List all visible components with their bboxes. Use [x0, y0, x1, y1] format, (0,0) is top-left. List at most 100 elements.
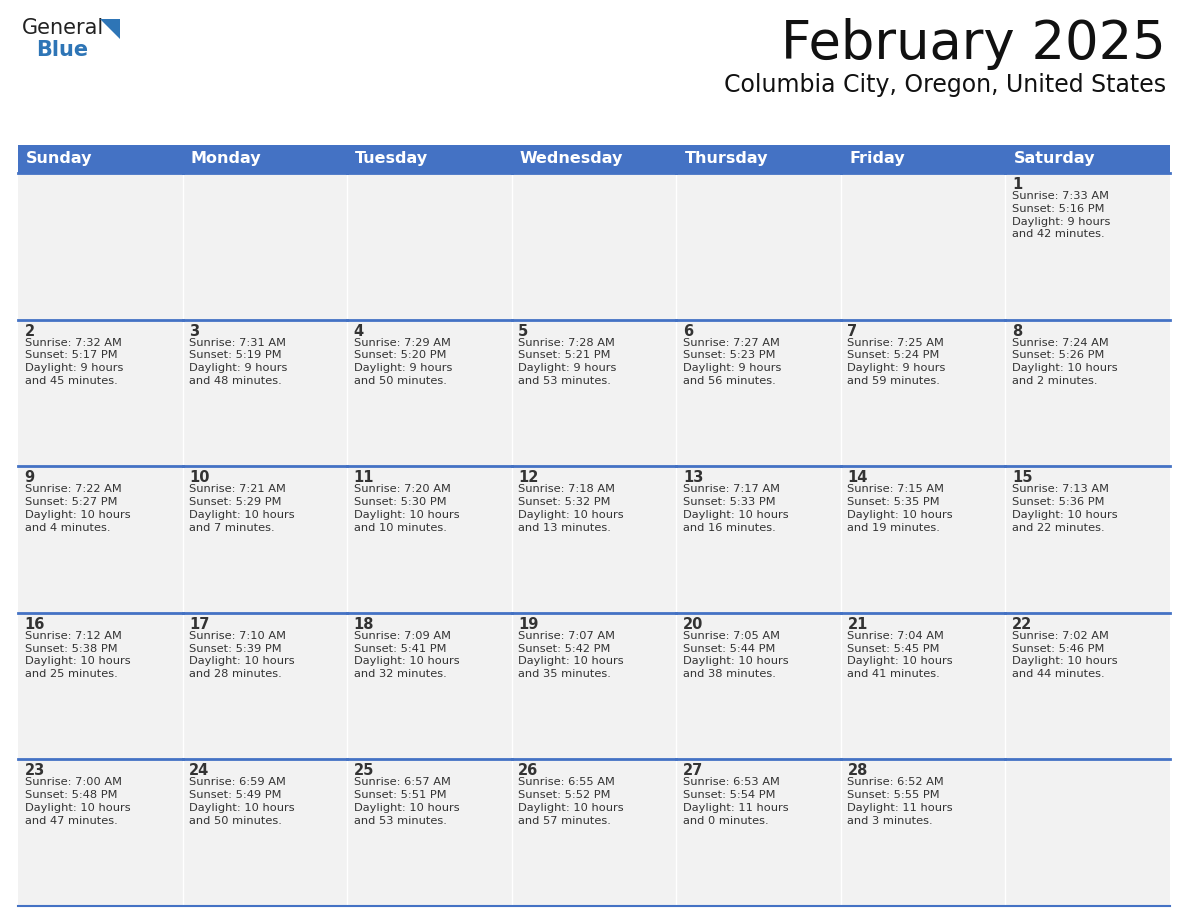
Text: 10: 10: [189, 470, 209, 486]
Text: Tuesday: Tuesday: [355, 151, 429, 166]
Text: Sunrise: 7:22 AM
Sunset: 5:27 PM
Daylight: 10 hours
and 4 minutes.: Sunrise: 7:22 AM Sunset: 5:27 PM Dayligh…: [25, 484, 131, 532]
Text: 14: 14: [847, 470, 867, 486]
Text: 7: 7: [847, 324, 858, 339]
Text: Sunrise: 7:07 AM
Sunset: 5:42 PM
Daylight: 10 hours
and 35 minutes.: Sunrise: 7:07 AM Sunset: 5:42 PM Dayligh…: [518, 631, 624, 679]
Bar: [347, 173, 512, 319]
Text: Sunrise: 6:52 AM
Sunset: 5:55 PM
Daylight: 11 hours
and 3 minutes.: Sunrise: 6:52 AM Sunset: 5:55 PM Dayligh…: [847, 778, 953, 826]
Text: 22: 22: [1012, 617, 1032, 632]
Text: Sunrise: 7:18 AM
Sunset: 5:32 PM
Daylight: 10 hours
and 13 minutes.: Sunrise: 7:18 AM Sunset: 5:32 PM Dayligh…: [518, 484, 624, 532]
Text: 13: 13: [683, 470, 703, 486]
Text: Sunrise: 7:02 AM
Sunset: 5:46 PM
Daylight: 10 hours
and 44 minutes.: Sunrise: 7:02 AM Sunset: 5:46 PM Dayligh…: [1012, 631, 1118, 679]
Text: Sunrise: 7:25 AM
Sunset: 5:24 PM
Daylight: 9 hours
and 59 minutes.: Sunrise: 7:25 AM Sunset: 5:24 PM Dayligh…: [847, 338, 946, 386]
Text: 4: 4: [354, 324, 364, 339]
Text: Monday: Monday: [191, 151, 261, 166]
Text: Blue: Blue: [36, 40, 88, 60]
Bar: [18, 145, 1170, 173]
Bar: [1005, 319, 1170, 466]
Bar: [1005, 759, 1170, 906]
Bar: [512, 173, 676, 319]
Bar: [841, 759, 1005, 906]
Bar: [183, 319, 347, 466]
Text: Sunrise: 7:10 AM
Sunset: 5:39 PM
Daylight: 10 hours
and 28 minutes.: Sunrise: 7:10 AM Sunset: 5:39 PM Dayligh…: [189, 631, 295, 679]
Bar: [18, 173, 183, 319]
Bar: [1005, 466, 1170, 613]
Text: 8: 8: [1012, 324, 1022, 339]
Text: Sunrise: 7:13 AM
Sunset: 5:36 PM
Daylight: 10 hours
and 22 minutes.: Sunrise: 7:13 AM Sunset: 5:36 PM Dayligh…: [1012, 484, 1118, 532]
Text: Sunrise: 7:17 AM
Sunset: 5:33 PM
Daylight: 10 hours
and 16 minutes.: Sunrise: 7:17 AM Sunset: 5:33 PM Dayligh…: [683, 484, 789, 532]
Bar: [18, 466, 183, 613]
Text: Friday: Friday: [849, 151, 905, 166]
Bar: [347, 319, 512, 466]
Text: 2: 2: [25, 324, 34, 339]
Bar: [18, 613, 183, 759]
Bar: [676, 759, 841, 906]
Text: Sunrise: 7:21 AM
Sunset: 5:29 PM
Daylight: 10 hours
and 7 minutes.: Sunrise: 7:21 AM Sunset: 5:29 PM Dayligh…: [189, 484, 295, 532]
Bar: [676, 613, 841, 759]
Text: 21: 21: [847, 617, 867, 632]
Bar: [512, 613, 676, 759]
Bar: [347, 466, 512, 613]
Text: Sunrise: 7:33 AM
Sunset: 5:16 PM
Daylight: 9 hours
and 42 minutes.: Sunrise: 7:33 AM Sunset: 5:16 PM Dayligh…: [1012, 191, 1111, 240]
Text: Saturday: Saturday: [1013, 151, 1095, 166]
Text: General: General: [23, 18, 105, 38]
Text: 18: 18: [354, 617, 374, 632]
Text: Sunrise: 7:05 AM
Sunset: 5:44 PM
Daylight: 10 hours
and 38 minutes.: Sunrise: 7:05 AM Sunset: 5:44 PM Dayligh…: [683, 631, 789, 679]
Bar: [676, 466, 841, 613]
Text: 6: 6: [683, 324, 693, 339]
Text: 9: 9: [25, 470, 34, 486]
Text: Thursday: Thursday: [684, 151, 767, 166]
Text: 20: 20: [683, 617, 703, 632]
Bar: [676, 173, 841, 319]
Text: 15: 15: [1012, 470, 1032, 486]
Text: Sunrise: 7:28 AM
Sunset: 5:21 PM
Daylight: 9 hours
and 53 minutes.: Sunrise: 7:28 AM Sunset: 5:21 PM Dayligh…: [518, 338, 617, 386]
Bar: [347, 613, 512, 759]
Text: 28: 28: [847, 764, 867, 778]
Text: Columbia City, Oregon, United States: Columbia City, Oregon, United States: [723, 73, 1165, 97]
Bar: [183, 173, 347, 319]
Text: 1: 1: [1012, 177, 1022, 192]
Text: 19: 19: [518, 617, 538, 632]
Bar: [183, 613, 347, 759]
Bar: [841, 613, 1005, 759]
Text: Sunrise: 6:59 AM
Sunset: 5:49 PM
Daylight: 10 hours
and 50 minutes.: Sunrise: 6:59 AM Sunset: 5:49 PM Dayligh…: [189, 778, 295, 826]
Bar: [347, 759, 512, 906]
Bar: [18, 759, 183, 906]
Bar: [512, 466, 676, 613]
Bar: [676, 319, 841, 466]
Bar: [841, 319, 1005, 466]
Bar: [841, 466, 1005, 613]
Text: Sunrise: 7:20 AM
Sunset: 5:30 PM
Daylight: 10 hours
and 10 minutes.: Sunrise: 7:20 AM Sunset: 5:30 PM Dayligh…: [354, 484, 460, 532]
Bar: [841, 173, 1005, 319]
Polygon shape: [100, 19, 120, 39]
Text: 27: 27: [683, 764, 703, 778]
Text: 11: 11: [354, 470, 374, 486]
Text: Sunrise: 7:27 AM
Sunset: 5:23 PM
Daylight: 9 hours
and 56 minutes.: Sunrise: 7:27 AM Sunset: 5:23 PM Dayligh…: [683, 338, 782, 386]
Text: Sunrise: 6:55 AM
Sunset: 5:52 PM
Daylight: 10 hours
and 57 minutes.: Sunrise: 6:55 AM Sunset: 5:52 PM Dayligh…: [518, 778, 624, 826]
Text: 12: 12: [518, 470, 538, 486]
Text: February 2025: February 2025: [782, 18, 1165, 70]
Bar: [512, 319, 676, 466]
Text: 17: 17: [189, 617, 209, 632]
Text: Sunrise: 6:57 AM
Sunset: 5:51 PM
Daylight: 10 hours
and 53 minutes.: Sunrise: 6:57 AM Sunset: 5:51 PM Dayligh…: [354, 778, 460, 826]
Bar: [512, 759, 676, 906]
Text: 23: 23: [25, 764, 45, 778]
Bar: [18, 319, 183, 466]
Text: Sunrise: 7:31 AM
Sunset: 5:19 PM
Daylight: 9 hours
and 48 minutes.: Sunrise: 7:31 AM Sunset: 5:19 PM Dayligh…: [189, 338, 287, 386]
Text: Sunrise: 7:15 AM
Sunset: 5:35 PM
Daylight: 10 hours
and 19 minutes.: Sunrise: 7:15 AM Sunset: 5:35 PM Dayligh…: [847, 484, 953, 532]
Text: 25: 25: [354, 764, 374, 778]
Text: 5: 5: [518, 324, 529, 339]
Bar: [1005, 173, 1170, 319]
Text: 3: 3: [189, 324, 200, 339]
Text: Sunrise: 7:00 AM
Sunset: 5:48 PM
Daylight: 10 hours
and 47 minutes.: Sunrise: 7:00 AM Sunset: 5:48 PM Dayligh…: [25, 778, 131, 826]
Text: Sunrise: 6:53 AM
Sunset: 5:54 PM
Daylight: 11 hours
and 0 minutes.: Sunrise: 6:53 AM Sunset: 5:54 PM Dayligh…: [683, 778, 789, 826]
Bar: [183, 466, 347, 613]
Text: Sunrise: 7:29 AM
Sunset: 5:20 PM
Daylight: 9 hours
and 50 minutes.: Sunrise: 7:29 AM Sunset: 5:20 PM Dayligh…: [354, 338, 453, 386]
Text: Sunrise: 7:04 AM
Sunset: 5:45 PM
Daylight: 10 hours
and 41 minutes.: Sunrise: 7:04 AM Sunset: 5:45 PM Dayligh…: [847, 631, 953, 679]
Text: 24: 24: [189, 764, 209, 778]
Text: Sunrise: 7:24 AM
Sunset: 5:26 PM
Daylight: 10 hours
and 2 minutes.: Sunrise: 7:24 AM Sunset: 5:26 PM Dayligh…: [1012, 338, 1118, 386]
Text: 16: 16: [25, 617, 45, 632]
Text: 26: 26: [518, 764, 538, 778]
Text: Sunday: Sunday: [26, 151, 93, 166]
Text: Sunrise: 7:32 AM
Sunset: 5:17 PM
Daylight: 9 hours
and 45 minutes.: Sunrise: 7:32 AM Sunset: 5:17 PM Dayligh…: [25, 338, 122, 386]
Text: Wednesday: Wednesday: [520, 151, 624, 166]
